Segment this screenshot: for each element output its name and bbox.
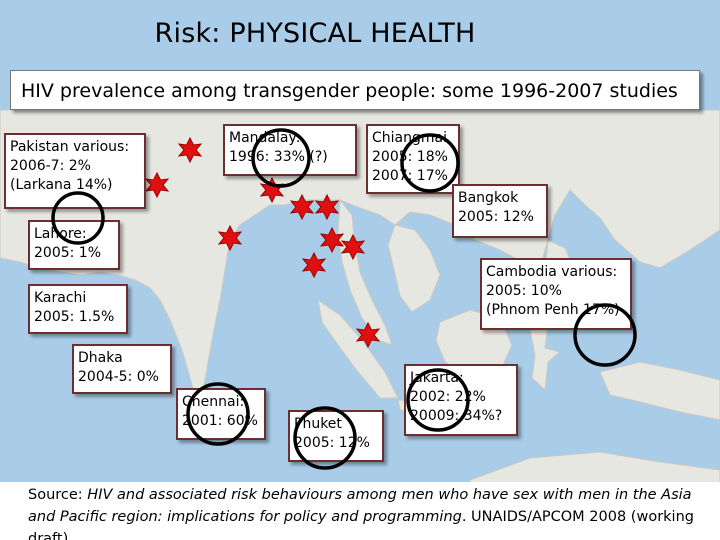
label-dhaka-line-2: 2004-5: 0% [78, 369, 159, 385]
label-jakarta-line-2: 2002: 22% [410, 389, 486, 405]
label-phuket-line-1: Phuket [294, 416, 342, 432]
label-bangkok-line-1: Bangkok [458, 190, 519, 206]
red-star-icon [340, 233, 366, 261]
label-lahore-line-1: Lahore: [34, 226, 87, 242]
red-star-icon [177, 136, 203, 164]
label-mandalay: Mandalay: 1996: 33% (?) [223, 124, 357, 176]
slide-title: Risk: PHYSICAL HEALTH [154, 18, 476, 49]
label-bangkok: Bangkok 2005: 12% [452, 184, 548, 238]
label-pakistan-line-3: (Larkana 14%) [10, 177, 113, 193]
label-chiangmai: Chiangmai 2005: 18% 2007: 17% [366, 124, 460, 194]
label-chennai-line-2: 2001: 60% [182, 413, 258, 429]
label-dhaka-line-1: Dhaka [78, 350, 123, 366]
label-chennai-line-1: Chennai: [182, 394, 245, 410]
label-bangkok-line-2: 2005: 12% [458, 209, 534, 225]
label-chennai: Chennai: 2001: 60% [176, 388, 266, 440]
red-star-icon [289, 193, 315, 221]
landmass-sulawesi [529, 324, 562, 392]
label-pakistan-line-1: Pakistan various: [10, 139, 130, 155]
label-cambodia-line-3: (Phnom Penh 17%) [486, 302, 620, 318]
red-star-icon [301, 251, 327, 279]
source-report-title: HIV and associated risk behaviours among… [28, 487, 692, 525]
source-citation: Source: HIV and associated risk behaviou… [0, 482, 720, 540]
label-pakistan: Pakistan various: 2006-7: 2% (Larkana 14… [4, 133, 146, 209]
label-chiangmai-line-1: Chiangmai [372, 130, 447, 146]
subtitle-banner: HIV prevalence among transgender people:… [10, 70, 700, 110]
label-jakarta: Jakarta: 2002: 22% 20009: 34%? [404, 364, 518, 436]
red-star-icon [314, 193, 340, 221]
label-lahore: Lahore: 2005: 1% [28, 220, 120, 270]
label-dhaka: Dhaka 2004-5: 0% [72, 344, 172, 394]
label-pakistan-line-2: 2006-7: 2% [10, 158, 91, 174]
label-mandalay-line-1: Mandalay: [229, 130, 301, 146]
red-star-icon [217, 224, 243, 252]
label-jakarta-line-3: 20009: 34%? [410, 408, 503, 424]
red-star-icon [319, 226, 345, 254]
landmass-sumatra [317, 298, 399, 399]
label-cambodia-line-1: Cambodia various: [486, 264, 618, 280]
label-chiangmai-line-2: 2005: 18% [372, 149, 448, 165]
landmass-indochina [387, 224, 441, 313]
label-phuket: Phuket 2005: 12% [288, 410, 384, 462]
label-lahore-line-2: 2005: 1% [34, 245, 102, 261]
label-karachi: Karachi 2005: 1.5% [28, 284, 128, 334]
source-prefix: Source: [28, 487, 88, 503]
label-chiangmai-line-3: 2007: 17% [372, 168, 448, 184]
red-star-icon [144, 171, 170, 199]
label-karachi-line-1: Karachi [34, 290, 87, 306]
label-mandalay-line-2: 1996: 33% (?) [229, 149, 328, 165]
label-jakarta-line-1: Jakarta: [410, 370, 464, 386]
label-cambodia: Cambodia various: 2005: 10% (Phnom Penh … [480, 258, 632, 330]
landmass-new-guinea [599, 361, 720, 421]
source-suffix: . UNAIDS/APCOM 2008 (working draft) [28, 509, 694, 540]
label-karachi-line-2: 2005: 1.5% [34, 309, 115, 325]
label-phuket-line-2: 2005: 12% [294, 435, 370, 451]
label-cambodia-line-2: 2005: 10% [486, 283, 562, 299]
red-star-icon [355, 321, 381, 349]
